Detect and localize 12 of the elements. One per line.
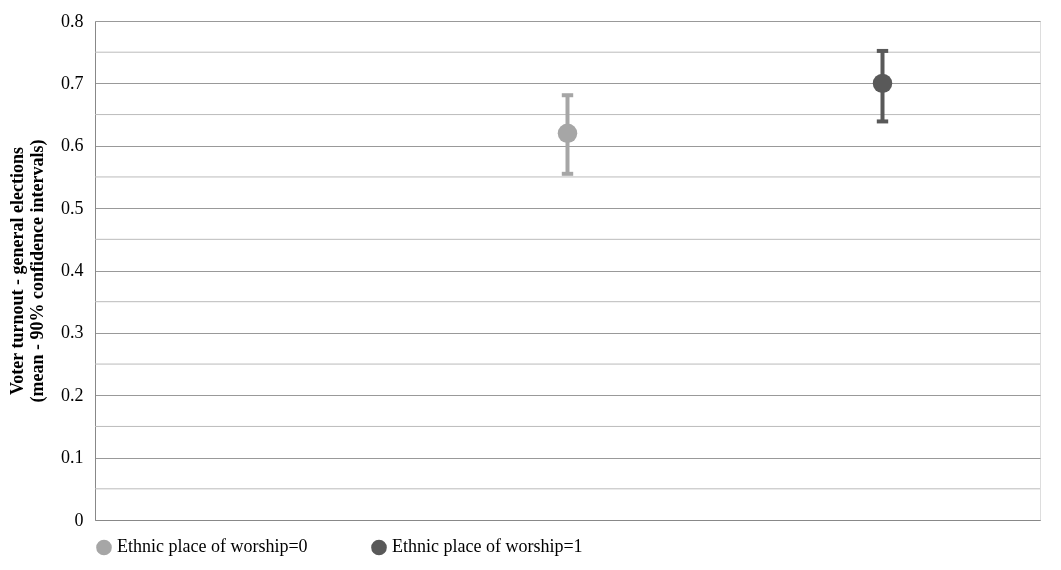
- y-tick-label: 0.4: [61, 260, 84, 280]
- y-tick-label: 0.1: [61, 447, 84, 468]
- y-tick-label: 0.2: [61, 384, 84, 405]
- legend-label: Ethnic place of worship=0: [117, 536, 308, 557]
- legend-label: Ethnic place of worship=1: [392, 536, 583, 557]
- y-tick-label: 0.6: [61, 135, 84, 156]
- y-tick-label: 0.5: [61, 197, 84, 218]
- y-tick-label: 0.3: [61, 322, 84, 343]
- y-axis-title: Voter turnout - general elections (mean - 90% confidence intervals): [7, 139, 48, 403]
- y-tick-label: 0: [74, 509, 84, 530]
- y-tick-label: 0.8: [61, 10, 84, 31]
- y-tick-label: 0.7: [61, 72, 84, 93]
